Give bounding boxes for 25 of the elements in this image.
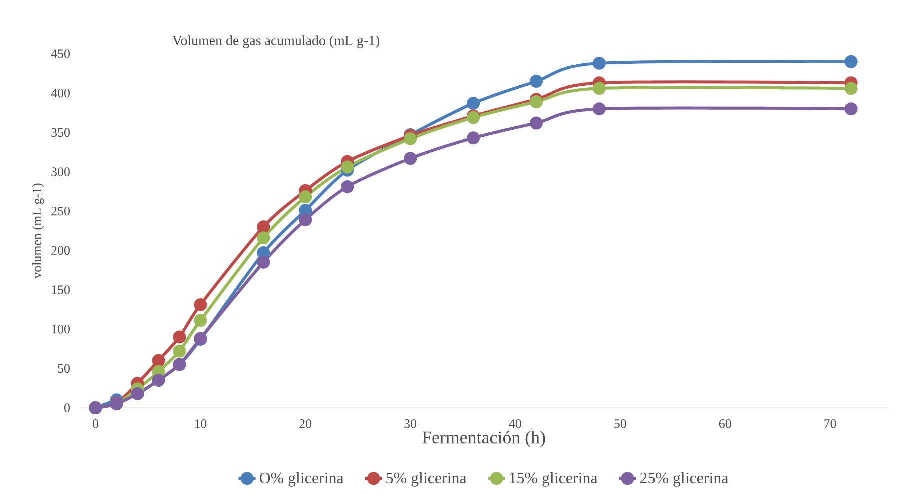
y-tick-label: 50 [58,364,70,374]
y-tick-label: 0 [64,404,70,412]
legend-label: 25% glicerina [640,472,729,487]
x-tick-label: 60 [719,420,732,428]
y-tick-label: 200 [52,246,70,256]
x-tick-label: 0 [93,420,98,428]
y-tick-label: 100 [52,324,70,334]
x-tick-label: 20 [300,420,312,428]
chart-title: Volumen de gas acumulado (mL g-1) [172,36,380,48]
x-tick-label: 70 [824,420,836,428]
y-tick-label: 250 [52,206,70,216]
legend-label: 5% glicerina [386,472,467,487]
x-tick-label: 50 [614,420,626,428]
x-axis-title: Fermentación (h) [422,431,546,448]
legend-label: O% glicerina [260,472,344,487]
x-tick-label: 30 [404,420,417,428]
x-tick-label: 10 [195,420,207,428]
y-tick-label: 400 [51,88,70,98]
y-tick-label: 300 [52,168,70,176]
y-axis-title: volumen (mL g-1) [32,184,44,279]
y-tick-label: 150 [52,286,70,294]
x-tick-label: 40 [509,420,522,428]
y-tick-label: 350 [52,128,70,138]
legend-label: 15% glicerina [510,472,598,487]
y-tick-label: 450 [51,50,70,58]
